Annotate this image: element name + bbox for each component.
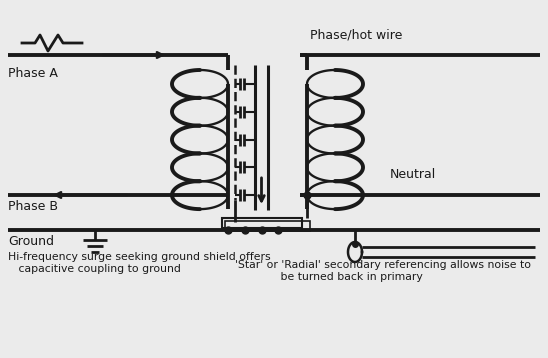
Text: capacitive coupling to ground: capacitive coupling to ground: [8, 264, 181, 274]
Bar: [225, 221, 310, 231]
Text: Neutral: Neutral: [390, 168, 436, 181]
Text: Hi-frequency surge seeking ground shield offers: Hi-frequency surge seeking ground shield…: [8, 252, 271, 262]
Text: Phase B: Phase B: [8, 200, 58, 213]
Text: Phase/hot wire: Phase/hot wire: [310, 28, 402, 41]
Text: be turned back in primary: be turned back in primary: [235, 272, 423, 282]
Text: Phase A: Phase A: [8, 67, 58, 80]
Bar: [222, 218, 302, 228]
Text: Ground: Ground: [8, 235, 54, 248]
Text: 'Star' or 'Radial' secondary referencing allows noise to: 'Star' or 'Radial' secondary referencing…: [235, 260, 531, 270]
